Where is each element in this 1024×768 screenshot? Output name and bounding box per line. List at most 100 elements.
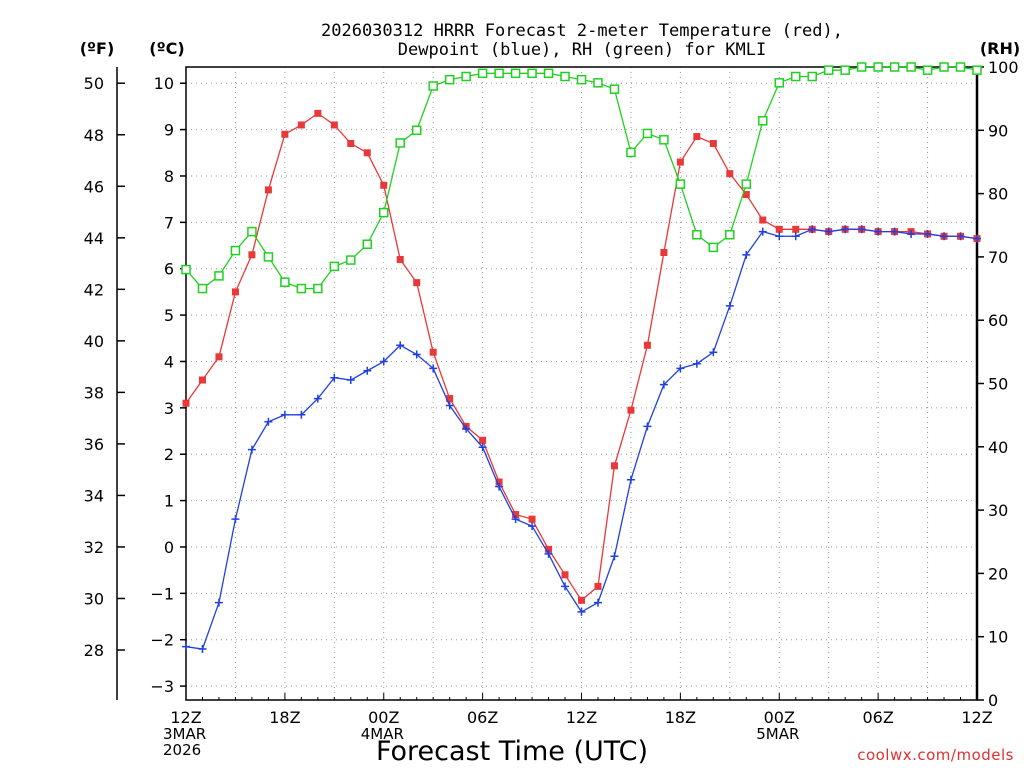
x-tick-label: 06Z xyxy=(467,708,498,727)
x-tick-sublabel: 5MAR xyxy=(756,725,799,743)
rh-point xyxy=(774,78,784,88)
dewpoint-point xyxy=(841,225,850,234)
temperature-point xyxy=(380,181,388,189)
dewpoint-point xyxy=(874,227,883,236)
rh-point xyxy=(609,84,620,94)
dewpoint-point xyxy=(973,234,981,243)
rh-point xyxy=(477,68,488,79)
dewpoint-point xyxy=(363,366,372,375)
rh-tick-label: 30 xyxy=(988,501,1008,520)
dewpoint-point xyxy=(676,364,685,373)
dewpoint-point xyxy=(280,410,289,419)
rh-tick-label: 20 xyxy=(988,564,1008,583)
temperature-point xyxy=(759,216,767,224)
rh-point xyxy=(362,239,373,249)
temperature-point xyxy=(676,158,684,166)
temperature-point xyxy=(429,348,437,356)
dewpoint-point xyxy=(907,229,916,238)
temperature-point xyxy=(330,121,338,129)
dewpoint-point xyxy=(791,232,800,241)
dewpoint-point xyxy=(247,445,256,454)
celsius-tick-label: −1 xyxy=(150,584,174,603)
dewpoint-point xyxy=(544,549,553,558)
dewpoint-point xyxy=(478,443,487,452)
temperature-point xyxy=(363,149,371,157)
series-layer xyxy=(181,62,982,653)
dewpoint-point xyxy=(956,232,965,241)
rh-point xyxy=(197,283,208,294)
rh-point xyxy=(856,62,867,72)
temperature-point xyxy=(231,288,239,296)
dewpoint-point xyxy=(857,225,866,234)
celsius-tick-label: −3 xyxy=(150,677,174,696)
rh-point xyxy=(543,68,554,79)
temperature-point xyxy=(248,251,256,259)
rh-point xyxy=(181,264,191,275)
temperature-point xyxy=(347,140,355,148)
dewpoint-point xyxy=(643,422,652,431)
dewpoint-point xyxy=(297,410,306,419)
rh-point xyxy=(823,65,834,75)
rh-point xyxy=(725,229,735,240)
dewpoint-point xyxy=(808,225,817,234)
rh-point xyxy=(692,229,702,240)
temperature-point xyxy=(182,399,190,407)
celsius-tick-label: 9 xyxy=(164,121,174,140)
rh-point xyxy=(263,252,274,262)
dewpoint-point xyxy=(561,582,570,591)
dewpoint-point xyxy=(198,644,207,653)
dewpoint-point xyxy=(462,424,471,433)
rh-point xyxy=(642,128,653,139)
dewpoint-point xyxy=(824,227,833,236)
x-tick-sublabel: 2026 xyxy=(163,741,201,759)
temperature-point xyxy=(775,225,783,233)
x-tick-label: 00Z xyxy=(368,708,399,727)
rh-point xyxy=(494,68,504,79)
fahrenheit-tick-label: 36 xyxy=(84,435,104,454)
rh-point xyxy=(576,74,587,85)
rh-point xyxy=(758,116,768,126)
temperature-point xyxy=(693,133,701,141)
x-axis-label: Forecast Time (UTC) xyxy=(376,736,648,767)
x-tick-sublabel: 3MAR xyxy=(163,725,206,743)
temperature-point xyxy=(495,478,503,486)
dewpoint-point xyxy=(396,341,405,350)
dewpoint-point xyxy=(923,229,932,238)
watermark: coolwx.com/models xyxy=(857,746,1014,764)
x-tick-label: 18Z xyxy=(269,708,300,727)
dewpoint-point xyxy=(182,642,190,651)
x-tick-label: 18Z xyxy=(665,708,696,727)
chart-axes: −3−2−10123456789102830323436384042444648… xyxy=(84,58,1019,759)
x-tick-label: 00Z xyxy=(764,708,795,727)
rh-point xyxy=(939,62,949,72)
temperature-point xyxy=(446,395,454,403)
fahrenheit-tick-label: 44 xyxy=(84,229,104,248)
dewpoint-point xyxy=(593,598,602,607)
rh-point xyxy=(411,125,422,136)
dewpoint-point xyxy=(412,350,421,359)
rh-point xyxy=(659,135,669,145)
rh-point xyxy=(230,245,241,256)
rh-point xyxy=(527,68,537,79)
dewpoint-point xyxy=(758,227,767,236)
fahrenheit-tick-label: 28 xyxy=(84,641,104,660)
celsius-tick-label: 5 xyxy=(164,306,174,325)
fahrenheit-tick-label: 42 xyxy=(84,280,104,299)
rh-point xyxy=(214,271,224,281)
chart-title-line2: Dewpoint (blue), RH (green) for KMLI xyxy=(398,40,766,60)
temperature-point xyxy=(726,170,734,178)
celsius-tick-label: 0 xyxy=(164,538,174,557)
temperature-point xyxy=(215,353,223,361)
dewpoint-point xyxy=(709,348,718,357)
grid-lines xyxy=(186,67,977,700)
rh-point xyxy=(379,207,389,218)
temperature-point xyxy=(281,130,289,138)
temperature-point xyxy=(314,109,322,117)
rh-tick-label: 60 xyxy=(988,311,1008,330)
temperature-point xyxy=(198,376,206,384)
rh-point xyxy=(593,78,603,88)
fahrenheit-tick-label: 40 xyxy=(84,332,104,351)
dewpoint-point xyxy=(264,417,273,426)
dewpoint-point xyxy=(379,357,388,366)
temperature-point xyxy=(742,191,750,199)
